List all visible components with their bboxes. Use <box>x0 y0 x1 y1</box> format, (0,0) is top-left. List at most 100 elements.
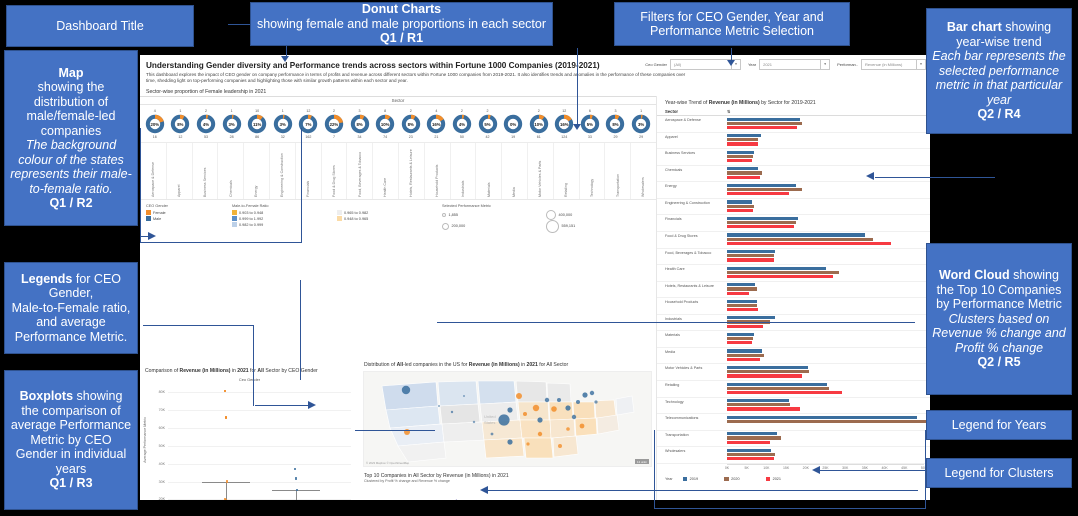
bar[interactable] <box>727 142 758 146</box>
donut-chart[interactable]: 2 4% 53 <box>193 109 219 140</box>
bar[interactable] <box>727 192 790 196</box>
bar[interactable] <box>727 341 752 345</box>
year-filter-select[interactable]: 2021 ▾ <box>759 59 831 70</box>
table-row[interactable]: Telecommunications <box>657 414 930 431</box>
bar[interactable] <box>727 324 764 328</box>
legend-item[interactable]: Male <box>146 216 232 222</box>
legend-item[interactable]: 400,000 <box>546 209 650 220</box>
bar[interactable] <box>727 233 866 237</box>
bar[interactable] <box>727 183 797 187</box>
sort-icon[interactable]: ⇅ <box>727 109 731 114</box>
donut-chart[interactable]: 2 4% 50 <box>449 109 475 140</box>
donut-chart[interactable]: 1 3% 32 <box>270 109 296 140</box>
data-point[interactable] <box>225 480 229 483</box>
bar[interactable] <box>727 134 762 138</box>
bar[interactable] <box>727 270 839 274</box>
donut-chart[interactable]: 2 10% 61 <box>526 109 552 140</box>
bar[interactable] <box>727 303 758 308</box>
data-point[interactable] <box>295 488 299 492</box>
donut-chart[interactable]: 12 16% 124 <box>552 109 578 140</box>
bar[interactable] <box>727 138 759 142</box>
bar[interactable] <box>727 382 828 386</box>
bar[interactable] <box>727 308 759 312</box>
legend-item[interactable]: 0.999 to 1.992 <box>232 216 337 222</box>
bar[interactable] <box>727 121 803 125</box>
donut-chart[interactable]: 1 8% 12 <box>168 109 194 140</box>
wordcloud-area[interactable]: McKessonAmerisourceBergenUnitedHealth Gr… <box>365 485 650 500</box>
legend-item[interactable]: 559,151 <box>546 219 650 233</box>
legend-item[interactable]: 0.948 to 0.965 <box>337 216 442 222</box>
table-row[interactable]: Food, Beverages & Tobacco <box>657 249 930 266</box>
bar[interactable] <box>727 225 795 229</box>
table-row[interactable]: Household Products <box>657 298 930 315</box>
bar[interactable] <box>727 237 874 241</box>
bar[interactable] <box>727 448 771 452</box>
legend-item[interactable]: 1,855 <box>442 210 546 220</box>
donut-chart[interactable]: 3 8% 29 <box>603 109 629 140</box>
bar[interactable] <box>727 316 775 320</box>
bar[interactable] <box>727 241 892 245</box>
bar[interactable] <box>727 407 800 411</box>
bar[interactable] <box>727 332 754 336</box>
table-row[interactable]: Chemicals <box>657 166 930 183</box>
bar[interactable] <box>727 440 771 444</box>
legend-item[interactable]: 0.982 to 0.999 <box>232 222 337 228</box>
table-row[interactable]: Energy <box>657 182 930 199</box>
bar[interactable] <box>727 216 799 221</box>
data-point[interactable] <box>224 498 228 500</box>
bar[interactable] <box>727 125 797 130</box>
table-row[interactable]: Motor Vehicles & Parts <box>657 364 930 381</box>
bar[interactable] <box>727 208 754 212</box>
bar[interactable] <box>727 204 755 208</box>
donut-chart[interactable]: 12 7% 162 <box>296 109 322 140</box>
bar[interactable] <box>727 283 755 287</box>
table-row[interactable]: Engineering & Construction <box>657 199 930 216</box>
bar[interactable] <box>727 266 827 270</box>
bar[interactable] <box>727 175 760 179</box>
bar[interactable] <box>727 399 790 403</box>
boxplot-plot-area[interactable]: 0K10K20K30K40K50K60K70K80Kfemalemale <box>159 387 351 500</box>
bar[interactable] <box>727 386 829 390</box>
bar[interactable] <box>727 200 753 204</box>
table-row[interactable]: Health Care <box>657 265 930 282</box>
bar[interactable] <box>727 154 754 158</box>
table-row[interactable]: Apparel <box>657 133 930 150</box>
legend-item[interactable]: 0.903 to 0.948 <box>232 210 337 216</box>
bar[interactable] <box>727 432 777 436</box>
table-row[interactable]: Materials <box>657 331 930 348</box>
bar[interactable] <box>727 337 753 341</box>
donut-chart[interactable]: 2 22% 7 <box>321 109 347 140</box>
table-row[interactable]: Retailing <box>657 381 930 398</box>
table-row[interactable]: Financials <box>657 215 930 232</box>
bar[interactable] <box>727 436 781 440</box>
table-row[interactable]: Wholesalers <box>657 447 930 464</box>
bar[interactable] <box>727 365 809 370</box>
donut-chart[interactable]: 4 20% 16 <box>142 109 168 140</box>
bar[interactable] <box>727 167 759 171</box>
donut-chart[interactable]: 2 8% 23 <box>398 109 424 140</box>
bar[interactable] <box>727 258 774 262</box>
bar[interactable] <box>727 287 758 291</box>
donut-chart[interactable]: 0% 19 <box>500 109 526 140</box>
legend-item[interactable]: 2019 <box>682 476 698 482</box>
table-row[interactable]: Technology <box>657 398 930 415</box>
bar[interactable] <box>727 250 775 254</box>
donut-chart[interactable]: 1 3% 28 <box>219 109 245 140</box>
bar[interactable] <box>727 390 842 395</box>
bar[interactable] <box>727 291 749 295</box>
bar[interactable] <box>727 274 833 279</box>
bar[interactable] <box>727 171 762 175</box>
donut-chart[interactable]: 8 10% 74 <box>372 109 398 140</box>
table-row[interactable]: Hotels, Restaurants & Leisure <box>657 282 930 299</box>
legend-item[interactable]: 0.965 to 0.982 <box>337 210 442 216</box>
data-point[interactable] <box>223 389 227 393</box>
legend-item[interactable]: 2021 <box>765 476 781 482</box>
bar[interactable] <box>727 370 810 374</box>
donut-chart[interactable]: 6 5% 33 <box>577 109 603 140</box>
chevron-down-icon[interactable]: ▾ <box>916 60 925 69</box>
legend-item[interactable]: 200,000 <box>442 220 546 233</box>
bar[interactable] <box>727 353 764 357</box>
bar[interactable] <box>727 403 790 407</box>
bar[interactable] <box>727 349 763 353</box>
bar[interactable] <box>727 117 801 121</box>
